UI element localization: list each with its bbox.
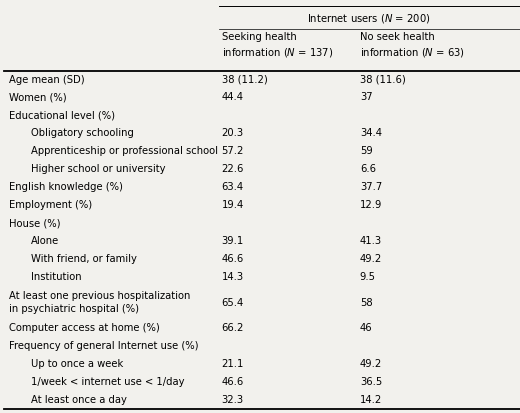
Text: Alone: Alone — [31, 236, 59, 246]
Text: 14.3: 14.3 — [222, 272, 244, 282]
Text: 49.2: 49.2 — [360, 359, 382, 369]
Text: 19.4: 19.4 — [222, 200, 244, 210]
Text: 46.6: 46.6 — [222, 377, 244, 387]
Text: 44.4: 44.4 — [222, 93, 244, 102]
Text: 46: 46 — [360, 323, 372, 333]
Text: 46.6: 46.6 — [222, 254, 244, 264]
Text: Frequency of general Internet use (%): Frequency of general Internet use (%) — [9, 341, 199, 351]
Text: Computer access at home (%): Computer access at home (%) — [9, 323, 160, 333]
Text: 36.5: 36.5 — [360, 377, 382, 387]
Text: 39.1: 39.1 — [222, 236, 244, 246]
Text: At least one previous hospitalization
in psychiatric hospital (%): At least one previous hospitalization in… — [9, 291, 191, 314]
Text: At least once a day: At least once a day — [31, 395, 127, 405]
Text: Internet users ($N$ = 200): Internet users ($N$ = 200) — [307, 12, 431, 25]
Text: No seek health
information ($N$ = 63): No seek health information ($N$ = 63) — [360, 33, 465, 59]
Text: Employment (%): Employment (%) — [9, 200, 93, 210]
Text: 59: 59 — [360, 146, 372, 156]
Text: 38 (11.6): 38 (11.6) — [360, 74, 406, 85]
Text: 41.3: 41.3 — [360, 236, 382, 246]
Text: 6.6: 6.6 — [360, 164, 376, 174]
Text: English knowledge (%): English knowledge (%) — [9, 182, 123, 192]
Text: Educational level (%): Educational level (%) — [9, 110, 115, 121]
Text: 49.2: 49.2 — [360, 254, 382, 264]
Text: 37.7: 37.7 — [360, 182, 382, 192]
Text: 14.2: 14.2 — [360, 395, 382, 405]
Text: 22.6: 22.6 — [222, 164, 244, 174]
Text: Seeking health
information ($N$ = 137): Seeking health information ($N$ = 137) — [222, 33, 333, 59]
Text: 66.2: 66.2 — [222, 323, 244, 333]
Text: 20.3: 20.3 — [222, 128, 244, 138]
Text: 38 (11.2): 38 (11.2) — [222, 74, 267, 85]
Text: Age mean (SD): Age mean (SD) — [9, 74, 85, 85]
Text: 32.3: 32.3 — [222, 395, 244, 405]
Text: 58: 58 — [360, 297, 372, 308]
Text: Women (%): Women (%) — [9, 93, 67, 102]
Text: Obligatory schooling: Obligatory schooling — [31, 128, 134, 138]
Text: 37: 37 — [360, 93, 372, 102]
Text: House (%): House (%) — [9, 218, 61, 228]
Text: Up to once a week: Up to once a week — [31, 359, 123, 369]
Text: 12.9: 12.9 — [360, 200, 382, 210]
Text: With friend, or family: With friend, or family — [31, 254, 137, 264]
Text: 65.4: 65.4 — [222, 297, 244, 308]
Text: 63.4: 63.4 — [222, 182, 244, 192]
Text: 57.2: 57.2 — [222, 146, 244, 156]
Text: Apprenticeship or professional school: Apprenticeship or professional school — [31, 146, 218, 156]
Text: 21.1: 21.1 — [222, 359, 244, 369]
Text: 1/week < internet use < 1/day: 1/week < internet use < 1/day — [31, 377, 184, 387]
Text: 9.5: 9.5 — [360, 272, 376, 282]
Text: 34.4: 34.4 — [360, 128, 382, 138]
Text: Higher school or university: Higher school or university — [31, 164, 165, 174]
Text: Institution: Institution — [31, 272, 82, 282]
